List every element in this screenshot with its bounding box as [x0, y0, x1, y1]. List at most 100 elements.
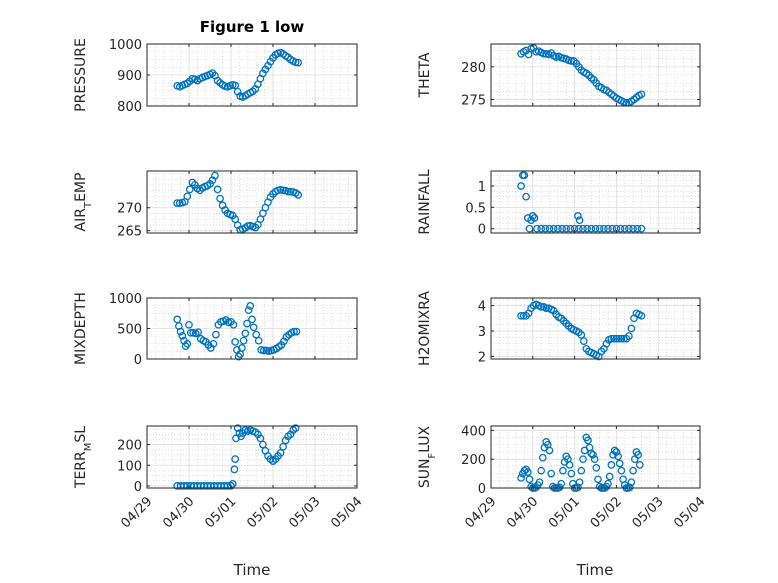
data-point [292, 327, 301, 336]
data-point [615, 459, 624, 468]
data-point [241, 329, 250, 338]
data-point [238, 344, 246, 352]
data-point [294, 58, 303, 67]
y-tick-label: 275 [461, 93, 486, 108]
x-tick-label: 05/03 [286, 494, 323, 531]
panel-sun-flux: 0 200 400 SUNFLUX 04/29 04/30 05/01 05/02 05/03 0… [417, 424, 708, 531]
data-point [625, 483, 634, 492]
y-tick-label: 800 [117, 100, 142, 115]
data-point [592, 463, 601, 472]
y-tick-label: 1 [478, 180, 486, 195]
panel-pressure: 800 900 1000 PRESSURE [73, 38, 358, 115]
series-pressure [173, 48, 303, 101]
data-point [633, 224, 642, 233]
data-point [517, 182, 525, 190]
data-point [616, 224, 625, 233]
y-tick-label: 0 [478, 223, 486, 238]
data-point [539, 49, 548, 58]
data-point [185, 320, 193, 329]
axes-background [491, 298, 700, 359]
data-point [176, 327, 185, 336]
data-point [629, 466, 637, 475]
data-point [575, 478, 584, 487]
series-h2omixra [517, 300, 646, 361]
series-theta [517, 44, 646, 107]
y-tick-label: 1000 [109, 38, 142, 53]
panel-h2omixra: 2 3 4 H2OMIXRA [417, 291, 701, 366]
data-point [248, 315, 256, 324]
x-tick-label: 04/29 [118, 494, 155, 531]
data-point [605, 472, 614, 481]
data-point [230, 465, 239, 474]
y-tick-label: 1000 [109, 292, 142, 307]
y-tick-label: 280 [461, 61, 486, 76]
x-tick-label: 04/30 [160, 494, 197, 531]
y-tick-label: 265 [117, 225, 142, 240]
axes-box [490, 43, 701, 107]
data-point [541, 224, 550, 233]
data-point [549, 224, 558, 233]
data-point [254, 336, 263, 345]
data-point [557, 479, 566, 488]
y-tick-label: 200 [117, 439, 142, 454]
x-axis-label-left: Time [233, 561, 271, 579]
data-point [249, 323, 258, 332]
data-point [579, 224, 587, 233]
data-point [627, 478, 636, 487]
data-point [604, 479, 612, 488]
data-point [537, 224, 546, 233]
x-axis-label-right: Time [576, 561, 614, 579]
x-tick-label: 05/04 [671, 494, 708, 531]
chart-title: Figure 1 low [200, 18, 305, 36]
data-point [173, 199, 182, 207]
axes-box [146, 170, 358, 234]
x-tick-label: 05/04 [328, 494, 365, 531]
data-point [610, 334, 618, 343]
data-point [587, 449, 596, 458]
data-point [625, 224, 633, 233]
axes-box [490, 425, 701, 489]
data-point [620, 224, 629, 233]
data-point [183, 192, 192, 201]
data-point [607, 461, 616, 469]
data-point [637, 224, 646, 233]
data-point [612, 334, 621, 343]
data-point [284, 187, 292, 196]
y-axis-label-air-temp: AIRTEMP [73, 173, 94, 232]
x-tick-label: 05/01 [202, 494, 239, 531]
data-point [579, 455, 587, 464]
data-point [559, 466, 567, 475]
data-point [246, 302, 255, 310]
data-point [259, 346, 268, 355]
data-point [266, 57, 275, 66]
data-point [520, 171, 529, 180]
data-point [629, 224, 637, 233]
data-point [600, 224, 608, 233]
axes-box [146, 425, 358, 489]
panel-terr-msl: 0 100 200 TERRMSL 04/29 04/30 05/01 05/02 05/03 0… [73, 424, 365, 531]
data-point [614, 452, 622, 461]
data-point [216, 194, 224, 203]
data-point [294, 191, 303, 199]
y-tick-label: 0 [134, 353, 142, 368]
data-point [173, 315, 182, 324]
x-tick-label: 05/01 [546, 494, 583, 531]
data-point [525, 475, 534, 484]
data-point [537, 466, 546, 475]
axes-background [147, 426, 357, 488]
data-point [231, 455, 240, 463]
data-point [565, 461, 574, 469]
data-point [535, 478, 544, 487]
data-point [542, 304, 551, 313]
data-point [575, 216, 584, 225]
data-point [538, 453, 547, 462]
data-point [584, 436, 592, 445]
data-point [574, 224, 583, 233]
data-point [604, 224, 612, 233]
y-tick-label: 3 [478, 325, 486, 340]
data-point [239, 336, 248, 345]
data-point [567, 469, 576, 478]
y-axis-label-terr-msl: TERRMSL [73, 426, 94, 489]
y-tick-label: 0 [478, 482, 486, 497]
data-point [259, 440, 267, 449]
